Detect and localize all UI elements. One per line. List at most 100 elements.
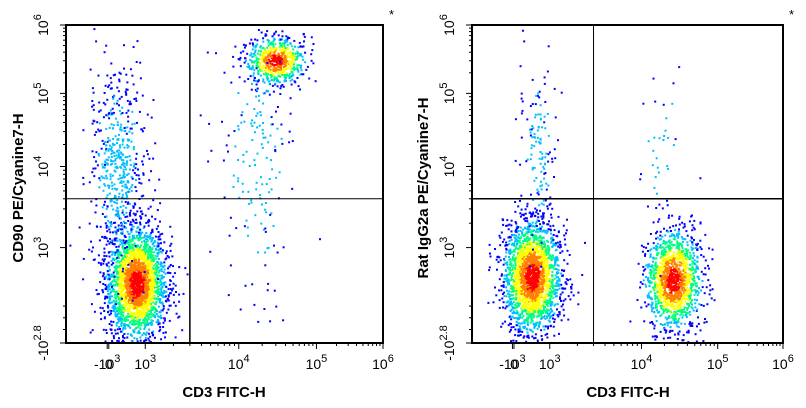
event-dot [274, 67, 277, 70]
event-dot [126, 296, 129, 299]
event-dot [126, 144, 129, 147]
event-dot [111, 257, 114, 260]
event-dot [111, 187, 114, 190]
event-dot [138, 228, 141, 231]
event-dot [136, 267, 139, 270]
event-dot [264, 52, 267, 55]
event-dot [131, 323, 134, 326]
event-dot [276, 106, 279, 108]
event-dot [152, 295, 155, 298]
event-dot [254, 214, 257, 217]
event-dot [155, 227, 158, 230]
event-dot [102, 272, 105, 275]
event-dot [292, 48, 295, 51]
event-dot [114, 73, 116, 76]
event-dot [125, 206, 128, 209]
event-dot [162, 331, 165, 334]
event-dot [128, 277, 131, 280]
event-dot [147, 304, 150, 307]
event-dot [262, 55, 264, 58]
event-dot [116, 240, 119, 243]
event-dot [103, 247, 106, 250]
event-dot [120, 312, 123, 315]
event-dot [133, 284, 136, 287]
y-tick-label: -102.8 [32, 325, 51, 361]
event-dot [263, 81, 266, 84]
event-dot [113, 293, 116, 296]
event-dot [246, 226, 249, 229]
event-dot [127, 292, 129, 295]
event-dot [114, 313, 117, 316]
event-dot [256, 152, 259, 155]
event-dot [149, 253, 152, 256]
event-dot [146, 149, 148, 152]
event-dot [508, 243, 511, 245]
event-dot [159, 220, 161, 223]
event-dot [518, 334, 521, 337]
event-dot [128, 305, 131, 308]
event-dot [117, 253, 120, 256]
event-dot [279, 43, 282, 45]
dot-cloud-ratigg2a [487, 29, 716, 344]
event-dot [133, 303, 135, 306]
event-dot [272, 90, 275, 93]
event-dot [290, 83, 293, 86]
event-dot [131, 257, 134, 260]
event-dot [126, 301, 128, 304]
event-dot [120, 324, 123, 327]
event-dot [165, 285, 168, 288]
event-dot [151, 239, 154, 242]
event-dot [235, 227, 238, 230]
event-dot [538, 236, 541, 239]
event-dot [514, 264, 517, 267]
event-dot [147, 224, 150, 227]
event-dot [117, 227, 120, 230]
event-dot [151, 242, 154, 245]
event-dot [239, 308, 242, 311]
event-dot [128, 202, 131, 205]
event-dot [278, 68, 281, 71]
event-dot [159, 269, 162, 272]
event-dot [148, 298, 151, 301]
event-dot [119, 128, 122, 131]
event-dot [151, 300, 154, 303]
event-dot [106, 287, 109, 290]
event-dot [567, 318, 570, 321]
event-dot [126, 181, 129, 183]
event-dot [107, 219, 110, 222]
x-axis-title-cd90: CD3 FITC-H [182, 384, 265, 401]
event-dot [556, 281, 559, 284]
event-dot [501, 322, 504, 325]
event-dot [270, 116, 273, 119]
event-dot [144, 268, 147, 271]
event-dot [255, 56, 258, 59]
event-dot [266, 60, 269, 63]
event-dot [100, 175, 103, 178]
event-dot [136, 248, 139, 251]
event-dot [142, 282, 145, 285]
event-dot [145, 291, 148, 294]
event-dot [551, 317, 554, 320]
event-dot [255, 80, 257, 83]
event-dot [107, 290, 110, 293]
event-dot [286, 62, 289, 64]
event-dot [143, 340, 146, 343]
event-dot [127, 323, 130, 326]
event-dot [534, 325, 536, 328]
event-dot [276, 68, 279, 71]
event-dot [157, 249, 160, 251]
event-dot [101, 258, 104, 261]
event-dot [121, 225, 124, 228]
event-dot [119, 290, 122, 293]
event-dot [127, 145, 130, 148]
event-dot [133, 264, 136, 267]
event-dot [120, 152, 123, 155]
event-dot [162, 307, 165, 310]
event-dot [152, 276, 155, 279]
event-dot [260, 31, 263, 34]
event-dot [138, 262, 141, 265]
event-dot [126, 333, 129, 335]
event-dot [144, 300, 147, 303]
event-dot [129, 159, 132, 162]
event-dot [128, 130, 131, 133]
